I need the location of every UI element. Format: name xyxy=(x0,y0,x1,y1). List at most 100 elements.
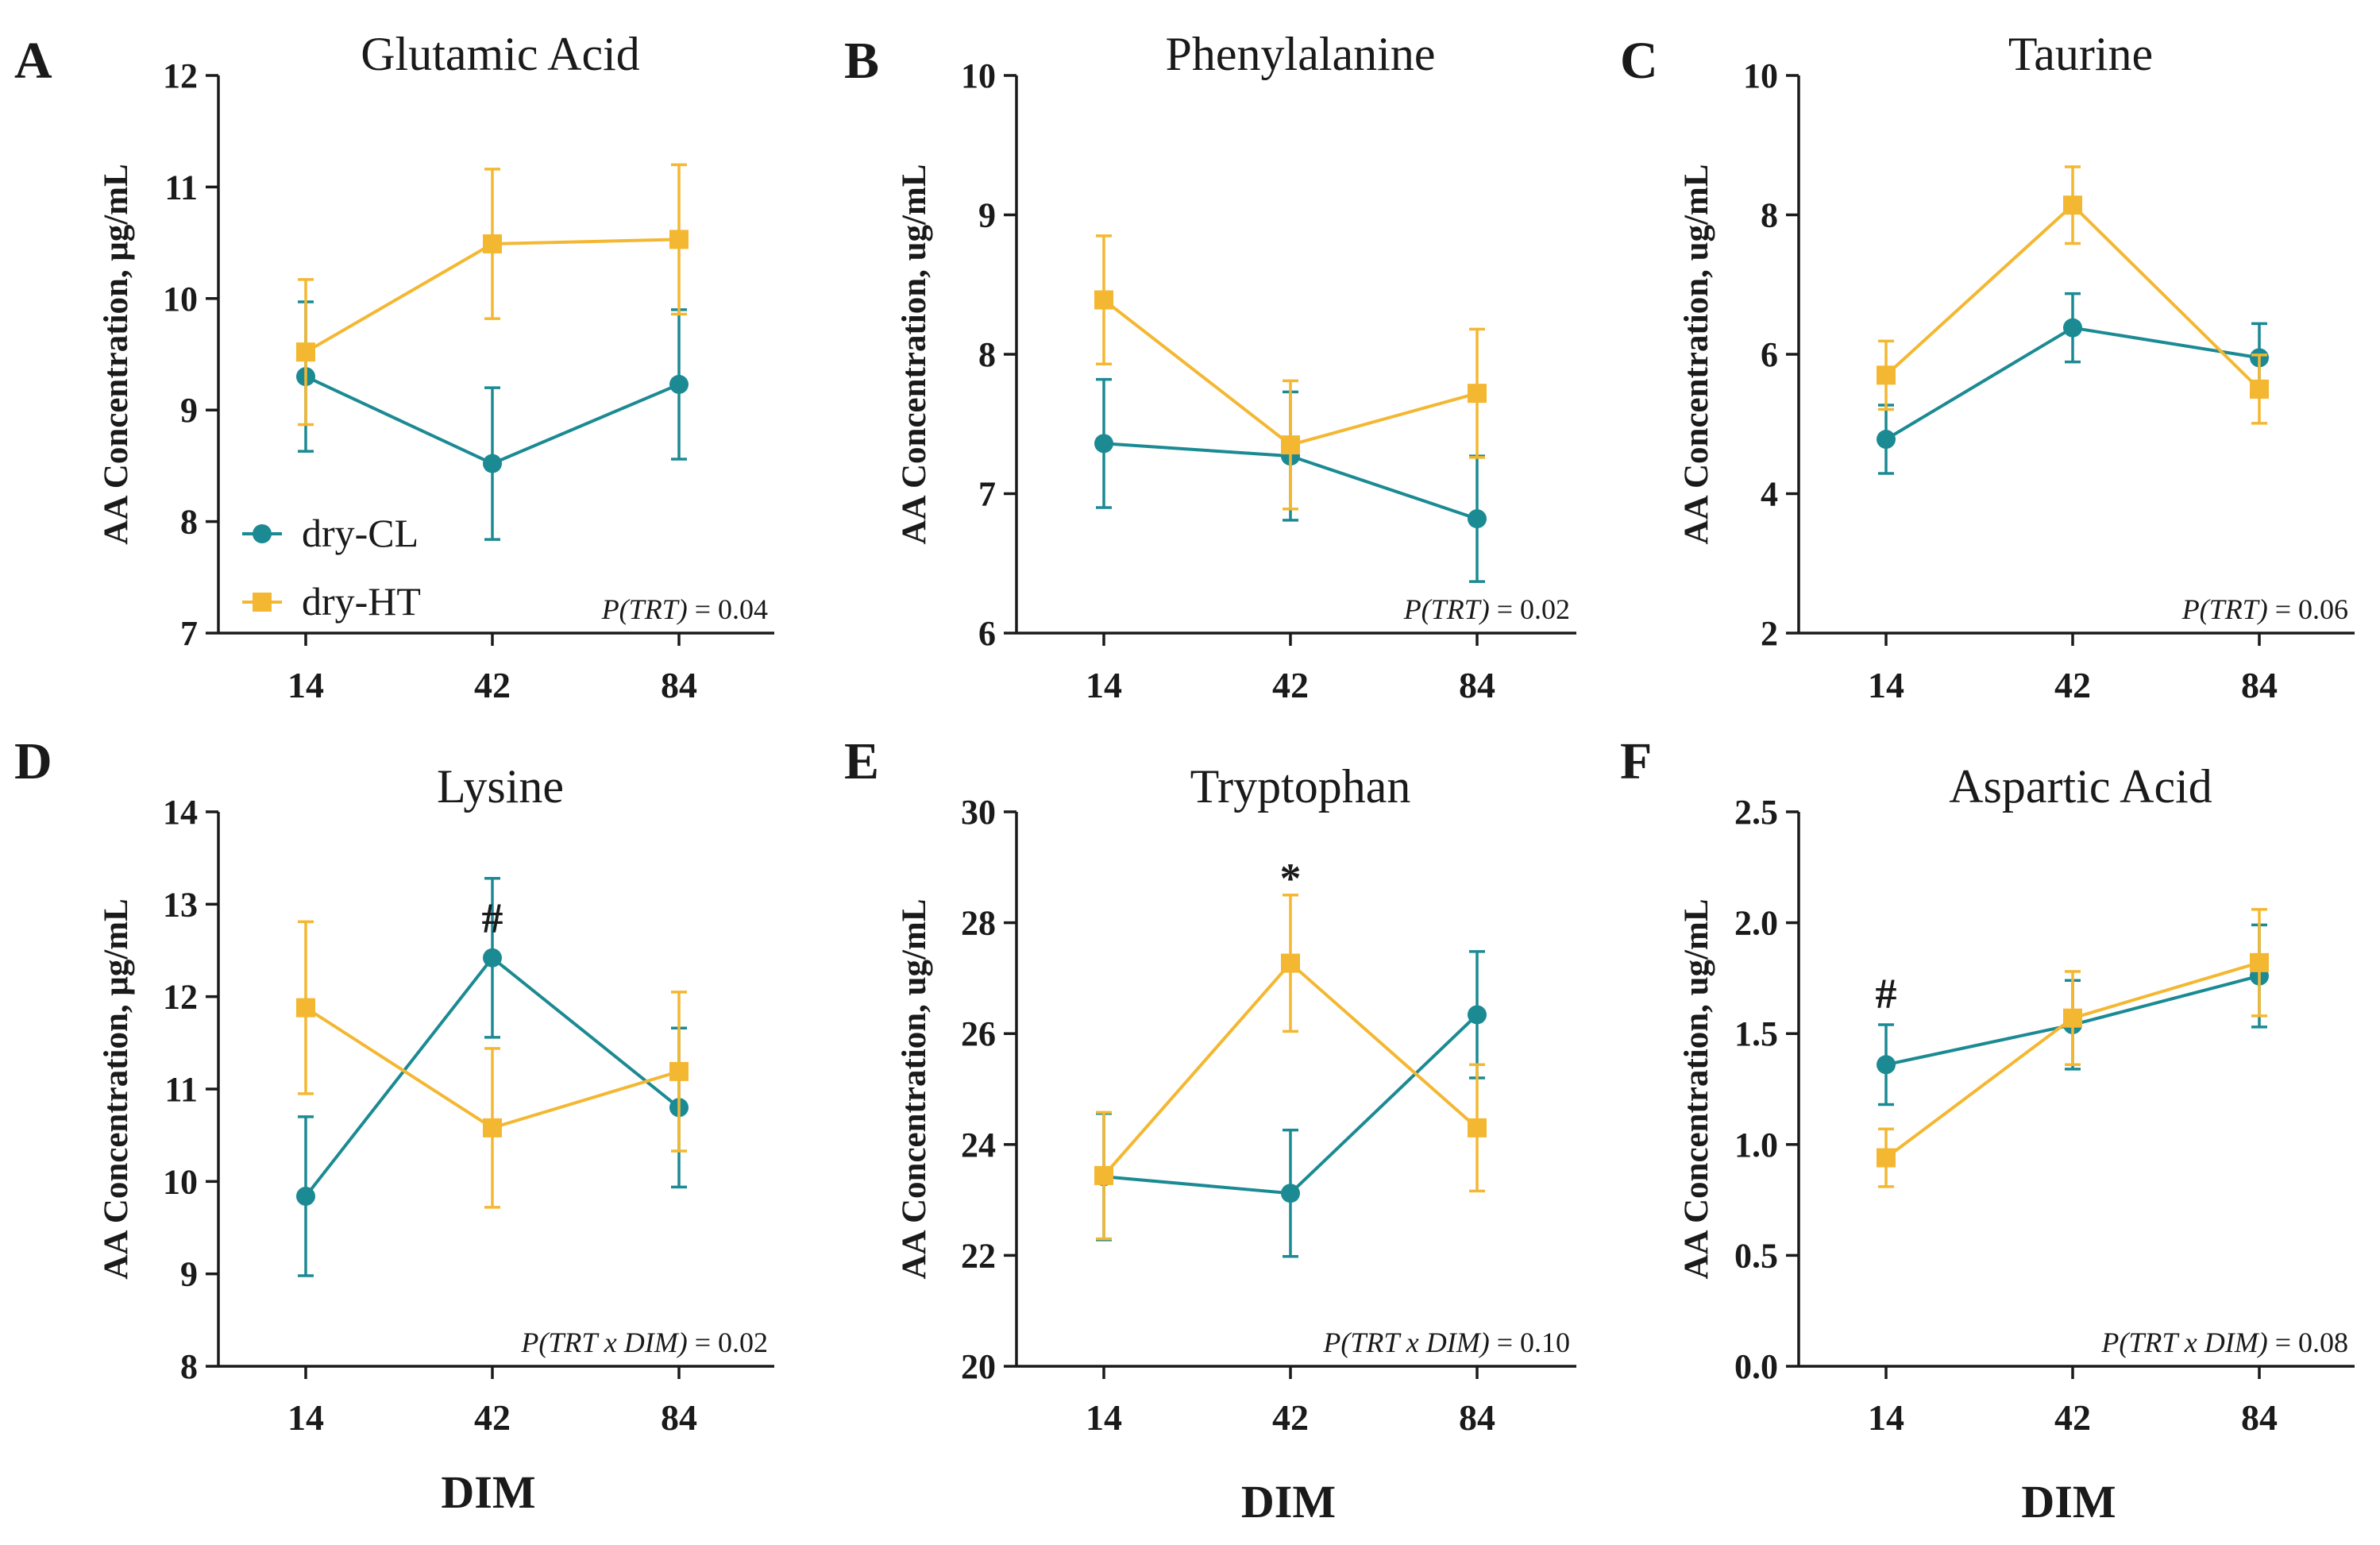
y-tick-label: 9 xyxy=(978,196,996,235)
x-tick-label: 14 xyxy=(287,1397,324,1438)
p-value-label: P(TRT) = 0.06 xyxy=(2181,593,2348,625)
data-point xyxy=(296,342,315,362)
p-value-label: P(TRT) = 0.04 xyxy=(601,593,768,625)
p-value-label: P(TRT) = 0.02 xyxy=(1403,593,1570,625)
x-tick-label: 42 xyxy=(1272,665,1309,705)
y-tick-label: 7 xyxy=(180,614,198,653)
y-axis-label: AA Concentration, ug/mL xyxy=(1678,899,1715,1280)
legend-label: dry-HT xyxy=(302,579,421,624)
data-point xyxy=(1468,384,1487,404)
y-tick-label: 9 xyxy=(180,1255,198,1294)
panel-e: E Tryptophan 20 22 24 26 28 30 14 42 84 AA Concentr… xyxy=(844,732,1576,1528)
y-tick-label: 11 xyxy=(164,168,198,207)
panel-letter: F xyxy=(1620,732,1652,790)
series-dry-HT xyxy=(1094,234,1487,511)
y-tick-label: 2.0 xyxy=(1734,904,1778,943)
data-point xyxy=(2250,379,2269,399)
significance-marker: * xyxy=(1280,855,1302,902)
panel-b: B Phenylalanine 6 7 8 9 10 14 42 84 AA Concentrati… xyxy=(844,28,1576,705)
y-tick-label: 2.5 xyxy=(1734,793,1778,832)
y-tick-label: 8 xyxy=(1761,196,1778,235)
data-point xyxy=(2063,1008,2082,1028)
y-tick-label: 24 xyxy=(961,1126,996,1165)
panel-letter: B xyxy=(844,32,879,90)
data-point xyxy=(1468,1118,1487,1138)
y-tick-label: 13 xyxy=(163,885,198,924)
y-tick-label: 10 xyxy=(961,56,996,95)
y-axis-label: AA Concentration, μg/mL xyxy=(98,898,135,1279)
panel-letter: C xyxy=(1620,32,1658,90)
y-tick-label: 26 xyxy=(961,1014,996,1053)
data-point xyxy=(483,948,502,968)
panel-a: A Glutamic Acid 7 8 9 10 11 12 14 42 84 AA Concentr… xyxy=(14,28,774,705)
panel-title: Tryptophan xyxy=(1190,760,1411,813)
x-tick-label: 84 xyxy=(1459,1397,1495,1438)
data-point xyxy=(1877,1148,1896,1168)
y-tick-label: 8 xyxy=(180,1347,198,1386)
y-axis-label: AA Concentration, μg/mL xyxy=(98,164,135,544)
panel-letter: D xyxy=(14,732,52,790)
y-tick-label: 2 xyxy=(1761,614,1778,653)
data-point xyxy=(483,454,502,473)
data-point xyxy=(669,1061,689,1081)
x-axis-label: DIM xyxy=(1241,1476,1336,1528)
panel-title: Taurine xyxy=(2008,28,2153,80)
panel-letter: E xyxy=(844,732,879,790)
legend: dry-CL dry-HT xyxy=(242,511,421,624)
y-tick-label: 12 xyxy=(163,56,198,95)
series-dry-HT xyxy=(296,163,689,427)
x-tick-label: 42 xyxy=(474,665,511,705)
y-axis-label: AA Concentration, ug/mL xyxy=(896,164,933,545)
data-point xyxy=(1877,1055,1896,1075)
data-point xyxy=(1877,365,1896,385)
panel-title: Aspartic Acid xyxy=(1949,760,2212,813)
data-point xyxy=(1468,1005,1487,1025)
y-tick-label: 8 xyxy=(978,335,996,374)
y-tick-label: 20 xyxy=(961,1347,996,1386)
data-point xyxy=(1281,953,1300,973)
p-value-label: P(TRT x DIM) = 0.10 xyxy=(1322,1327,1570,1358)
x-tick-label: 42 xyxy=(474,1397,511,1438)
data-point xyxy=(1281,1184,1300,1203)
series-dry-HT xyxy=(1877,165,2269,425)
y-tick-label: 22 xyxy=(961,1236,996,1275)
panel-title: Glutamic Acid xyxy=(361,28,640,80)
legend-marker xyxy=(253,524,272,543)
x-tick-label: 14 xyxy=(1868,1397,1904,1438)
x-tick-label: 14 xyxy=(1086,665,1122,705)
data-point xyxy=(296,998,315,1018)
x-tick-label: 42 xyxy=(2054,665,2091,705)
x-axis-label: DIM xyxy=(2021,1476,2116,1528)
y-tick-label: 12 xyxy=(163,978,198,1017)
x-tick-label: 14 xyxy=(287,665,324,705)
data-point xyxy=(1094,290,1113,310)
data-point xyxy=(1281,435,1300,455)
legend-marker xyxy=(253,593,272,612)
y-axis-label: AA Concentration, ug/mL xyxy=(1678,164,1715,545)
series-dry-HT xyxy=(1094,893,1487,1241)
series-dry-HT xyxy=(296,920,689,1209)
y-tick-label: 11 xyxy=(164,1070,198,1109)
y-tick-label: 28 xyxy=(961,904,996,943)
series-dry-CL xyxy=(296,300,689,541)
y-tick-label: 8 xyxy=(180,503,198,542)
y-tick-label: 1.5 xyxy=(1734,1014,1778,1053)
panel-title: Phenylalanine xyxy=(1166,28,1436,80)
data-point xyxy=(296,1186,315,1206)
x-tick-label: 84 xyxy=(1459,665,1495,705)
y-tick-label: 4 xyxy=(1761,475,1778,514)
p-value-label: P(TRT x DIM) = 0.02 xyxy=(520,1327,768,1358)
x-tick-label: 42 xyxy=(1272,1397,1309,1438)
x-tick-label: 84 xyxy=(2241,1397,2278,1438)
y-tick-label: 0.5 xyxy=(1734,1236,1778,1275)
panel-d: D Lysine 8 9 10 11 12 13 14 14 42 84 AA Concentratio… xyxy=(14,732,774,1518)
data-point xyxy=(2250,952,2269,972)
data-point xyxy=(483,234,502,254)
y-tick-label: 0.0 xyxy=(1734,1347,1778,1386)
x-tick-label: 14 xyxy=(1086,1397,1122,1438)
data-point xyxy=(669,374,689,394)
legend-label: dry-CL xyxy=(302,511,419,555)
y-tick-label: 10 xyxy=(163,280,198,319)
series-dry-CL xyxy=(296,877,689,1277)
